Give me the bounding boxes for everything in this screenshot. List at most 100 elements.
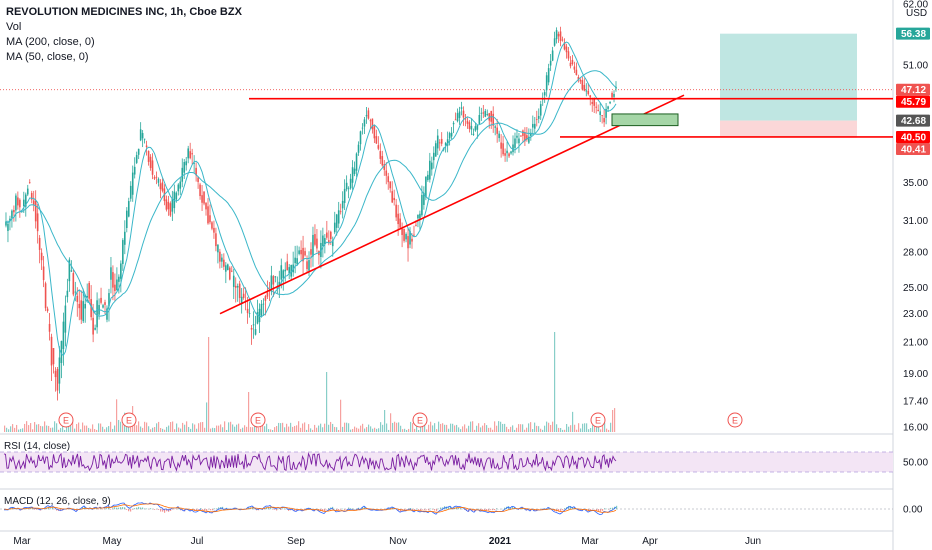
candle-body [254, 329, 257, 335]
volume-bar [580, 428, 582, 432]
candle-body [74, 291, 77, 293]
symbol-title[interactable]: REVOLUTION MEDICINES INC, 1h, Cboe BZX [6, 6, 242, 18]
earnings-marker[interactable] [412, 412, 428, 428]
candle-body [373, 126, 376, 139]
volume-bar [496, 425, 498, 432]
volume-bar [136, 425, 138, 432]
volume-bar [422, 422, 424, 432]
macd-histogram-bar [464, 509, 466, 510]
volume-bar [236, 424, 238, 432]
macd-histogram-bar [276, 509, 278, 511]
candles [5, 26, 617, 401]
volume-bar [606, 428, 608, 432]
macd-histogram-bar [106, 508, 108, 510]
volume-bar [96, 429, 98, 432]
macd-histogram-bar [146, 508, 148, 510]
time-tick-label: Mar [581, 536, 599, 547]
volume-bar [310, 428, 312, 432]
volume-bar [450, 423, 452, 432]
volume-bar [260, 424, 262, 432]
volume-bar [176, 423, 178, 432]
volume-bar [368, 424, 370, 432]
macd-histogram-bar [558, 509, 560, 512]
time-tick-label: Mar [13, 536, 31, 547]
volume-bar [568, 426, 570, 432]
chart-legend: REVOLUTION MEDICINES INC, 1h, Cboe BZX V… [6, 5, 242, 65]
volume-bar [114, 425, 116, 432]
volume-bar [248, 392, 250, 432]
macd-histogram-bar [440, 507, 442, 510]
volume-bar [180, 428, 182, 432]
volume-bar [244, 425, 246, 432]
volume-bar [86, 425, 88, 432]
macd-histogram-bar [128, 509, 130, 512]
volume-bar [210, 428, 212, 432]
candle-body [312, 234, 314, 257]
volume-bar [194, 424, 196, 432]
earnings-marker[interactable] [727, 412, 743, 428]
volume-bar [352, 428, 354, 432]
volume-bar [316, 427, 318, 432]
candle-body [125, 210, 128, 229]
volume-bar [58, 429, 60, 432]
candle-body [104, 302, 106, 305]
candle-body [266, 292, 269, 297]
ma200-legend[interactable]: MA (200, close, 0) [6, 36, 95, 48]
ascending-trendline[interactable] [219, 94, 685, 315]
entry-zone-box[interactable] [611, 113, 679, 127]
volume-bar [108, 426, 110, 432]
volume-bar [258, 427, 260, 432]
time-tick-label: Apr [642, 536, 658, 547]
earnings-marker[interactable] [58, 412, 74, 428]
volume-bar [412, 423, 414, 432]
candle-body [577, 77, 580, 80]
macd-histogram-bar [32, 508, 34, 510]
candle-body [161, 182, 164, 191]
macd-histogram-bar [590, 509, 592, 510]
macd-histogram-bar [420, 509, 422, 511]
volume-bar [338, 429, 340, 432]
candle-body [607, 106, 609, 109]
macd-histogram-bar [602, 509, 604, 511]
candle-body [203, 191, 205, 204]
earnings-marker[interactable] [121, 412, 137, 428]
candle-body [365, 115, 368, 117]
volume-bar [110, 421, 112, 432]
candle-body [535, 119, 538, 120]
volume-bar [122, 424, 124, 432]
volume-bar [292, 426, 294, 432]
candle-body [118, 276, 120, 282]
rsi-legend[interactable]: RSI (14, close) [4, 441, 71, 452]
volume-bar [22, 428, 24, 432]
ma50-legend[interactable]: MA (50, close, 0) [6, 51, 89, 63]
macd-histogram-bar [204, 509, 206, 511]
volume-bar [328, 424, 330, 432]
candle-body [36, 213, 39, 232]
volume-bar [126, 426, 128, 432]
volume-bar [158, 421, 160, 432]
volume-legend[interactable]: Vol [6, 21, 22, 33]
volume-bar [434, 423, 436, 432]
volume-bar [282, 422, 284, 432]
volume-bar [314, 424, 316, 432]
volume-bar [490, 427, 492, 432]
candle-body [464, 118, 467, 120]
volume-bar [584, 423, 586, 432]
candle-body [555, 30, 558, 40]
candle-body [52, 348, 55, 365]
volume-bar [324, 423, 326, 432]
macd-legend[interactable]: MACD (12, 26, close, 9) [4, 496, 111, 507]
candle-body [470, 125, 473, 130]
volume-bar [36, 424, 38, 432]
earnings-marker[interactable] [590, 412, 606, 428]
volume-bar [566, 423, 568, 432]
price-tick-label: 17.40 [903, 396, 928, 407]
macd-histogram-bar [598, 509, 600, 512]
candle-body [171, 198, 174, 212]
volume-bar [372, 428, 374, 432]
volume-bar [322, 427, 324, 432]
macd-histogram-bar [142, 507, 144, 510]
earnings-marker[interactable] [250, 412, 266, 428]
volume-bar [134, 423, 136, 432]
